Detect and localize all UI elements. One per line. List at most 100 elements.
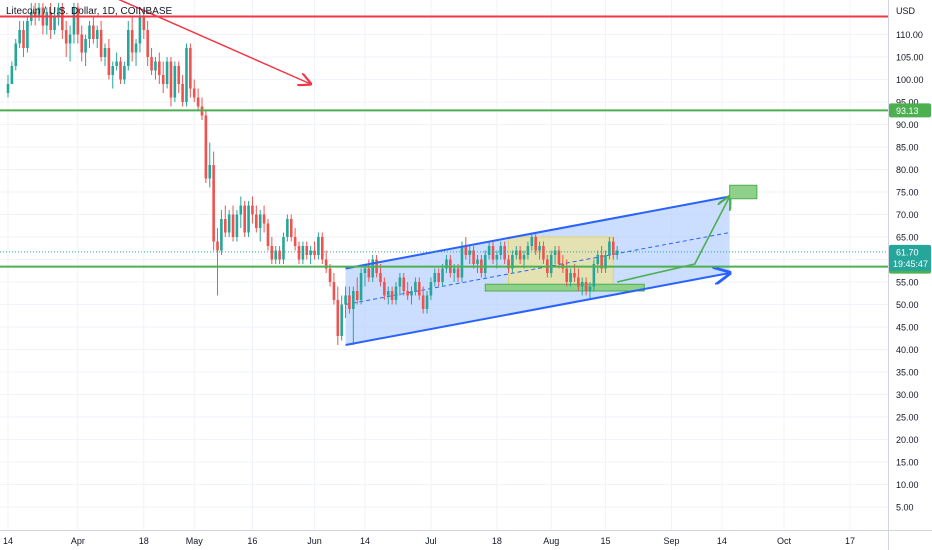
candle: [266, 219, 270, 251]
candle: [507, 255, 510, 273]
price-tick-label: 55.00: [896, 278, 919, 288]
candle: [239, 196, 243, 228]
candle-body: [317, 237, 320, 255]
channel-midline: [345, 232, 730, 305]
range-box: [508, 236, 614, 285]
drawing-layer-front[interactable]: [117, 0, 758, 346]
candle-body: [239, 205, 243, 215]
candle: [134, 39, 138, 66]
time-tick-label: May: [186, 536, 204, 546]
support-box: [484, 283, 645, 292]
candle: [383, 277, 386, 300]
candle-body: [507, 259, 510, 269]
candle-body: [130, 30, 134, 53]
candle: [359, 268, 363, 305]
candle: [223, 205, 227, 237]
candlestick-series: [6, 3, 619, 345]
candle-body: [119, 61, 122, 80]
candle-body: [289, 219, 293, 237]
candle-body: [371, 259, 375, 278]
candle: [592, 259, 596, 291]
time-axis[interactable]: 14 Apr 18 May 16 Jun 14 Jul 18 Aug 15 Sep 14 Oct 17: [0, 530, 932, 550]
time-tick-label: 14: [3, 536, 13, 546]
candle: [301, 241, 305, 264]
candle-body: [542, 246, 545, 260]
candle-body: [150, 57, 153, 71]
candle-body: [258, 214, 262, 228]
candle: [142, 7, 146, 39]
price-axis[interactable]: USD 5.00 10.00 15.00 20.00 25.00 30.00 35.00 40.…: [888, 0, 932, 550]
candle-body: [146, 30, 149, 57]
price-tick-label: 45.00: [896, 323, 919, 333]
candle-body: [138, 16, 142, 44]
candle: [522, 250, 526, 269]
candle: [549, 250, 553, 278]
candle-body: [491, 246, 495, 260]
time-tick-label: Oct: [777, 536, 792, 546]
candle: [293, 228, 297, 251]
channel-lower-arrow: [345, 273, 730, 346]
time-tick-label: Aug: [543, 536, 559, 546]
candle: [14, 39, 18, 71]
candle: [235, 210, 239, 242]
candle: [57, 3, 60, 26]
candle: [499, 241, 503, 260]
currency-label: USD: [896, 6, 916, 16]
target-box: [729, 184, 758, 200]
candle-body: [169, 61, 173, 98]
candle: [181, 75, 184, 107]
time-tick-label: 14: [717, 536, 727, 546]
candle-body: [123, 66, 126, 80]
price-tick-label: 100.00: [896, 75, 924, 85]
candle: [208, 142, 212, 188]
candle: [92, 16, 95, 44]
candle-body: [313, 250, 316, 255]
candle: [569, 268, 572, 287]
candle: [45, 7, 49, 35]
candle: [390, 286, 394, 305]
price-tick-label: 25.00: [896, 413, 919, 423]
candle: [518, 246, 522, 264]
price-tick-label: 40.00: [896, 345, 919, 355]
candle: [196, 88, 200, 111]
candle: [84, 34, 87, 66]
candle: [126, 21, 130, 71]
candle: [317, 232, 320, 260]
candle: [491, 241, 495, 264]
candle-body: [309, 250, 312, 255]
candle: [348, 286, 351, 314]
candle: [243, 201, 246, 237]
candle-body: [379, 273, 382, 282]
candle-body: [88, 25, 91, 39]
candle: [577, 268, 580, 291]
candle-body: [328, 268, 332, 282]
candle: [553, 246, 557, 264]
last-price-tag-bg: [889, 244, 931, 271]
candle-body: [332, 282, 336, 300]
candle-body: [445, 259, 448, 269]
candle-body: [262, 214, 266, 224]
candle-body: [80, 34, 84, 53]
candle-body: [410, 291, 413, 296]
candle-body: [549, 255, 553, 273]
candle: [227, 210, 231, 237]
candle-body: [406, 291, 409, 296]
candle: [220, 210, 223, 255]
horizontal-levels[interactable]: [0, 15, 888, 268]
candle-body: [208, 165, 212, 179]
candle-body: [293, 237, 297, 246]
candle: [53, 7, 56, 35]
candle-body: [192, 88, 196, 98]
candle: [410, 286, 413, 305]
price-tick-label: 5.00: [896, 503, 914, 513]
price-tick-label: 70.00: [896, 210, 919, 220]
candle: [231, 205, 235, 242]
candle-body: [569, 273, 572, 282]
candle: [6, 75, 10, 98]
candle-body: [534, 237, 537, 251]
candle-body: [390, 291, 394, 300]
candle-body: [247, 205, 250, 233]
candle: [282, 232, 285, 264]
candle: [425, 291, 429, 314]
